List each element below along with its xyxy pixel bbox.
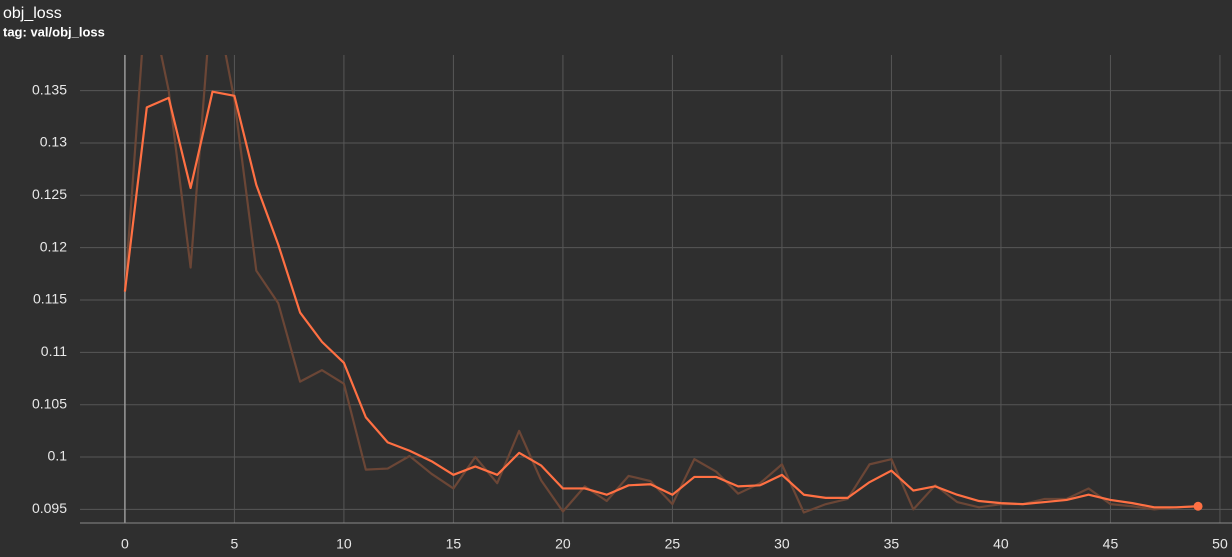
y-tick-label: 0.105 [32,395,67,411]
x-tick-label: 15 [446,536,462,552]
x-tick-label: 10 [336,536,352,552]
x-tick-label: 35 [884,536,900,552]
y-tick-label: 0.13 [40,134,67,150]
y-tick-label: 0.12 [40,238,67,254]
y-tick-label: 0.11 [41,343,67,359]
x-tick-label: 45 [1103,536,1119,552]
y-tick-label: 0.1 [48,448,68,464]
last-point [1193,501,1203,511]
y-tick-label: 0.115 [33,291,67,307]
plot-area [123,55,1199,514]
series-line [123,90,1199,509]
grid [80,55,1232,523]
y-tick-label: 0.125 [32,186,67,202]
x-tick-label: 5 [231,536,239,552]
series-line [123,55,1199,514]
chart-subtitle: tag: val/obj_loss [3,24,105,39]
x-tick-label: 20 [555,536,571,552]
chart-title: obj_loss [3,5,62,22]
x-tick-label: 50 [1212,536,1228,552]
y-tick-label: 0.135 [32,81,67,97]
x-tick-label: 30 [774,536,790,552]
x-tick-label: 25 [665,536,681,552]
x-tick-label: 0 [121,536,129,552]
y-tick-label: 0.095 [32,500,67,516]
x-tick-label: 40 [993,536,1009,552]
